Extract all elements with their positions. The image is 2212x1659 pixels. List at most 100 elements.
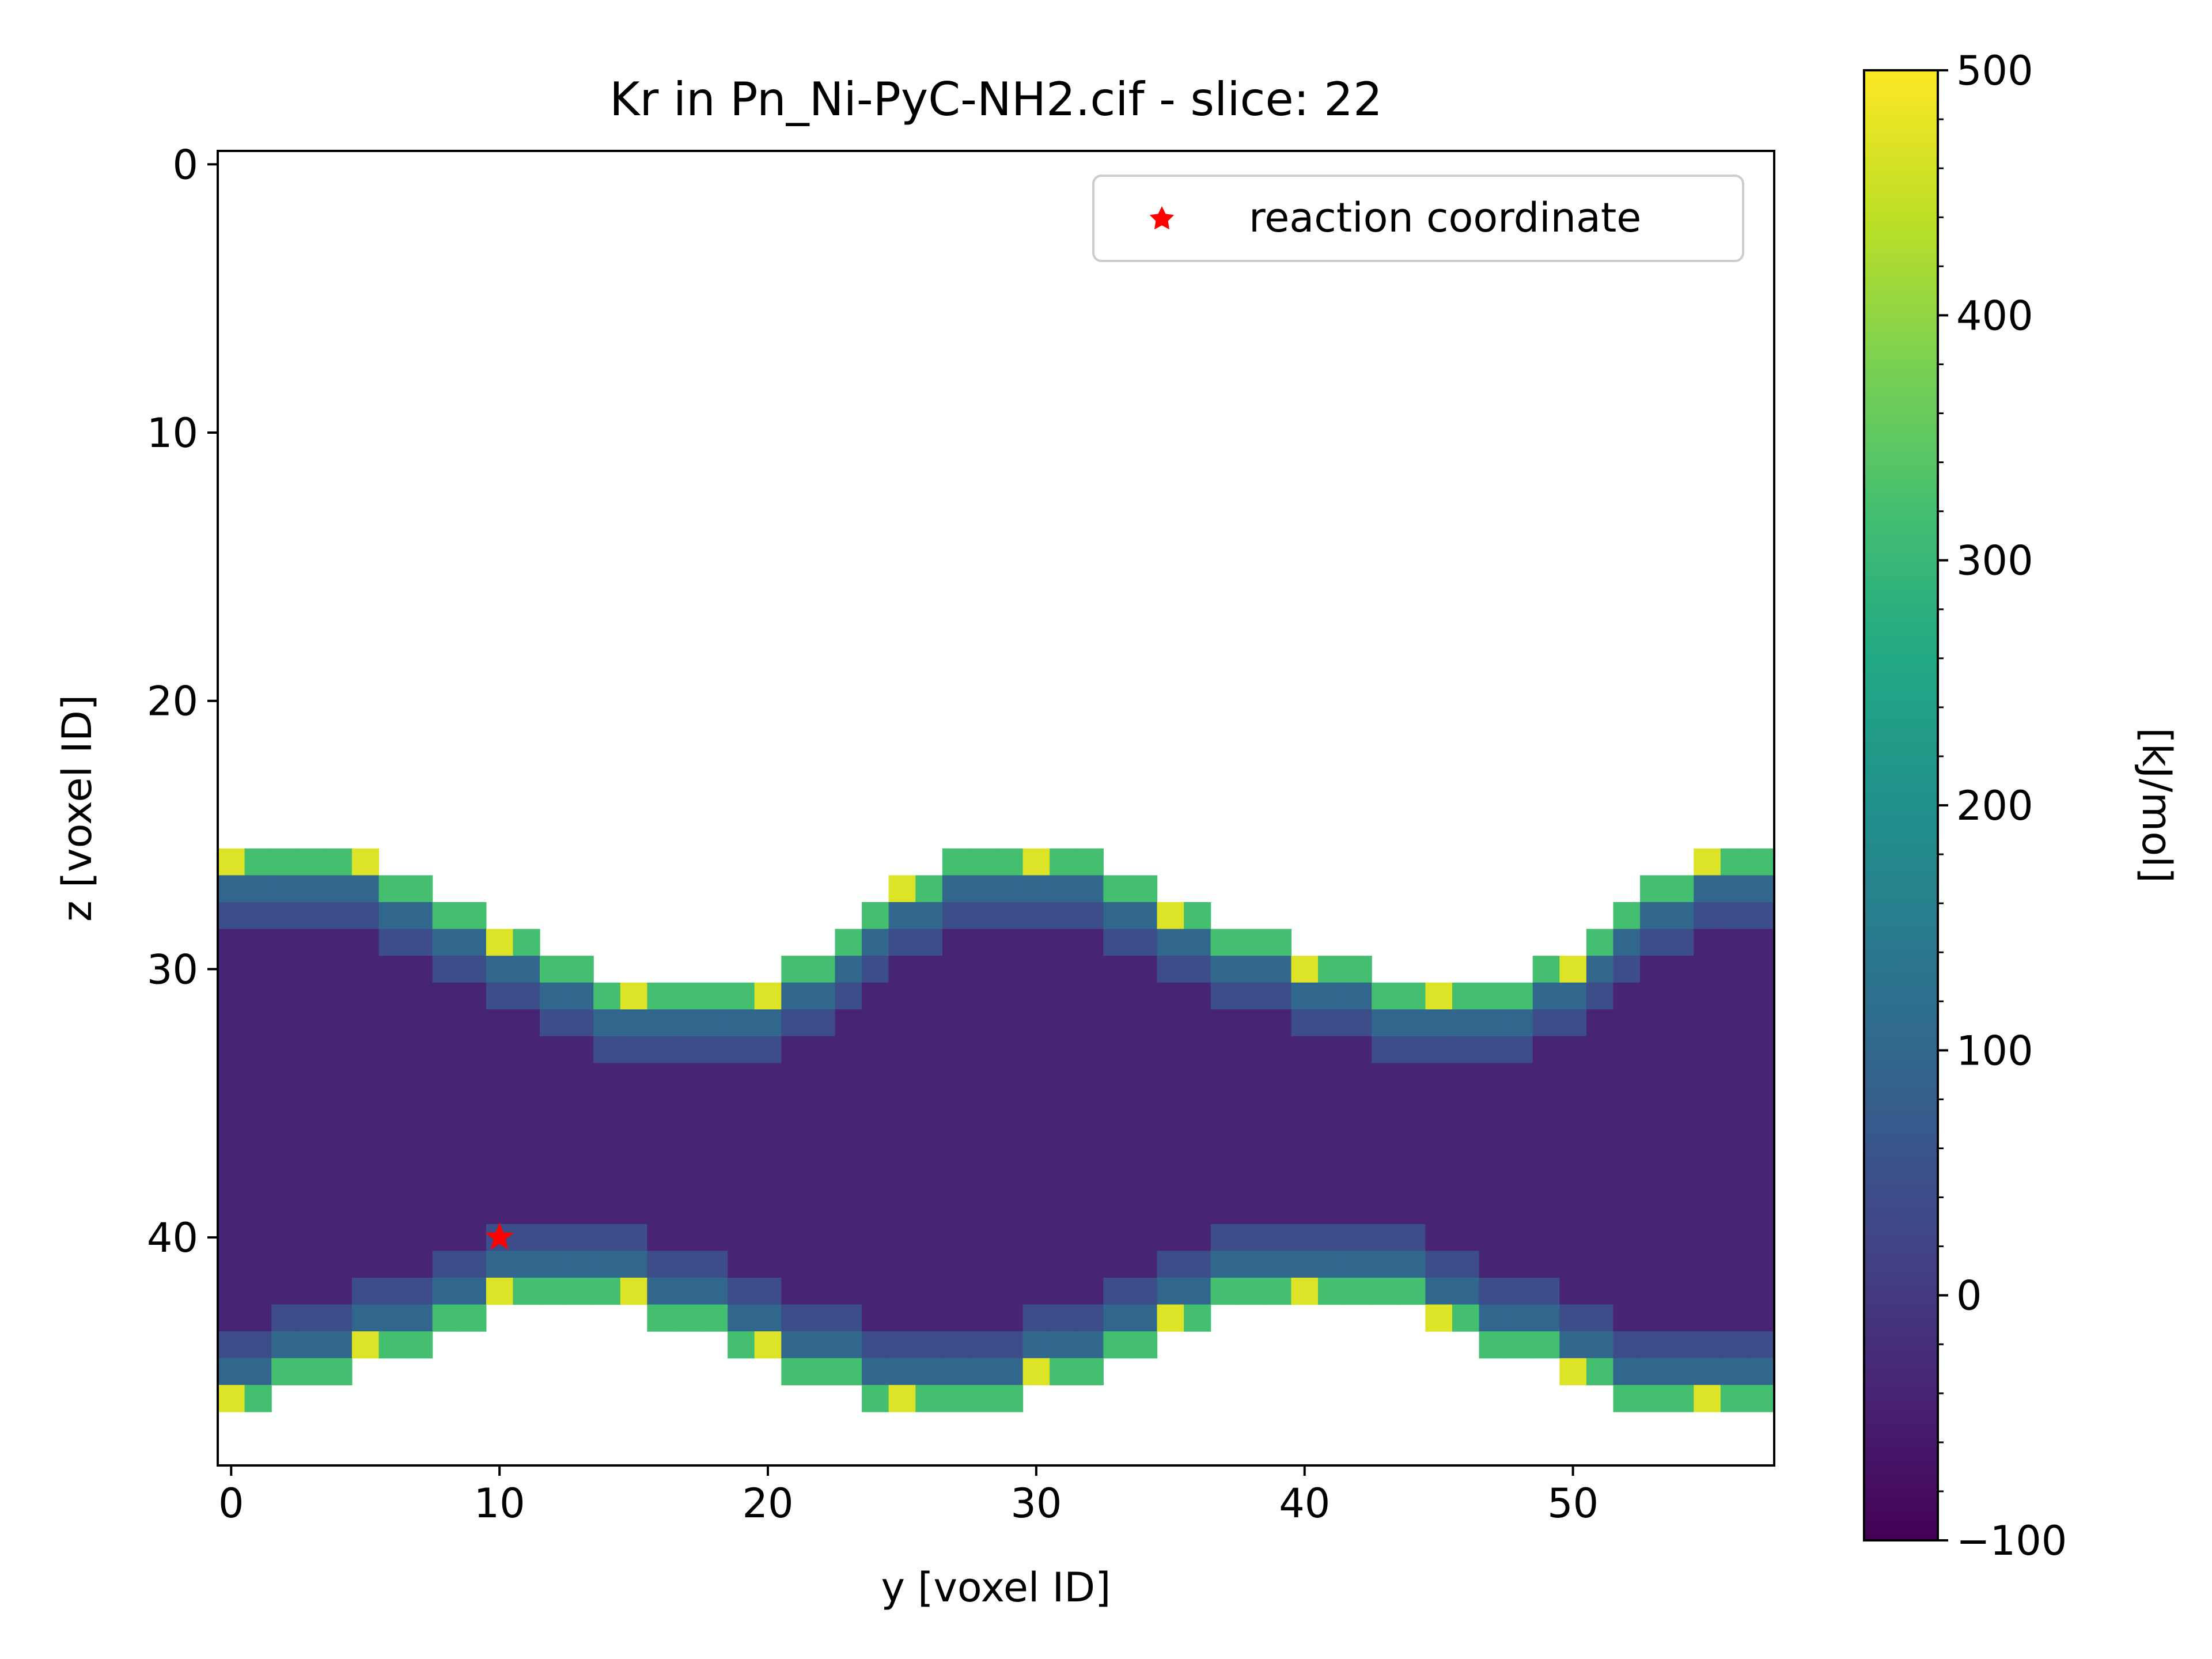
heatmap-cell <box>1640 1331 1668 1359</box>
heatmap-cell <box>1022 1036 1050 1064</box>
heatmap-cell <box>781 1116 809 1144</box>
heatmap-cell <box>1157 1036 1184 1064</box>
heatmap-cell <box>1264 1116 1292 1144</box>
heatmap-cell <box>1157 1063 1184 1090</box>
heatmap-cell <box>888 1251 916 1278</box>
heatmap-cell <box>540 1009 567 1037</box>
x-axis-label: y [voxel ID] <box>881 1564 1111 1611</box>
heatmap-cell <box>1184 1251 1211 1278</box>
heatmap-cell <box>298 902 325 930</box>
heatmap-cell <box>862 1224 889 1252</box>
heatmap-cell <box>1720 982 1748 1010</box>
heatmap-cell <box>244 1358 272 1385</box>
heatmap-cell <box>1666 1143 1694 1171</box>
heatmap-cell <box>271 1036 299 1064</box>
heatmap-cell <box>1022 1331 1050 1359</box>
heatmap-cell <box>566 1116 594 1144</box>
heatmap-cell <box>1720 1063 1748 1090</box>
heatmap-cell <box>1532 1331 1560 1359</box>
heatmap-cell <box>218 1170 245 1198</box>
heatmap-cell <box>862 1090 889 1118</box>
heatmap-cell <box>378 929 406 956</box>
heatmap-cell <box>1344 1251 1372 1278</box>
heatmap-cell <box>1210 1251 1238 1278</box>
heatmap-cell <box>1318 1009 1346 1037</box>
heatmap-cell <box>1613 929 1641 956</box>
heatmap-cell <box>1022 848 1050 876</box>
heatmap-cell <box>459 1304 487 1332</box>
heatmap-cell <box>1398 1251 1426 1278</box>
heatmap-cell <box>1613 1304 1641 1332</box>
colorbar-tick-label: 200 <box>1956 782 2033 830</box>
heatmap-cell <box>244 956 272 983</box>
heatmap-cell <box>1210 929 1238 956</box>
heatmap-cell <box>1372 1170 1399 1198</box>
heatmap-cell <box>351 1090 380 1118</box>
heatmap-cell <box>1076 1170 1104 1198</box>
heatmap-cell <box>566 1063 594 1090</box>
heatmap-cell <box>781 1331 809 1359</box>
heatmap-cell <box>378 1036 406 1064</box>
heatmap-cell <box>808 1224 836 1252</box>
heatmap-cell <box>647 982 675 1010</box>
heatmap-cell <box>1050 1304 1077 1332</box>
heatmap-cell <box>406 1090 433 1118</box>
heatmap-cell <box>432 1278 460 1305</box>
heatmap-cell <box>1237 1090 1265 1118</box>
heatmap-cell <box>1747 1385 1774 1412</box>
heatmap-cell <box>406 1278 433 1305</box>
heatmap-cell <box>1425 1224 1453 1252</box>
heatmap-cell <box>888 1224 916 1252</box>
heatmap-cell <box>1184 956 1211 983</box>
heatmap-cell <box>1130 1224 1158 1252</box>
heatmap-cell <box>1157 1278 1184 1305</box>
heatmap-cell <box>351 1009 380 1037</box>
heatmap-cell <box>244 1009 272 1037</box>
heatmap-cell <box>969 1278 997 1305</box>
heatmap-cell <box>459 1170 487 1198</box>
heatmap-cell <box>1398 1063 1426 1090</box>
heatmap-cell <box>1398 1036 1426 1064</box>
heatmap-cell <box>862 902 889 930</box>
heatmap-cell <box>1076 929 1104 956</box>
heatmap-cell <box>513 1278 540 1305</box>
heatmap-cell <box>996 848 1024 876</box>
heatmap-cell <box>593 1278 621 1305</box>
heatmap-cell <box>1479 1224 1506 1252</box>
heatmap-cell <box>244 1170 272 1198</box>
heatmap-cell <box>378 1197 406 1225</box>
heatmap-cell <box>1559 1143 1587 1171</box>
heatmap-cell <box>244 1116 272 1144</box>
heatmap-cell <box>1532 1224 1560 1252</box>
heatmap-cell <box>486 1090 514 1118</box>
heatmap-cell <box>244 1331 272 1359</box>
heatmap-cell <box>298 1278 325 1305</box>
heatmap-cell <box>1157 956 1184 983</box>
heatmap-cell <box>1613 982 1641 1010</box>
heatmap-cell <box>1398 1197 1426 1225</box>
heatmap-cell <box>1344 956 1372 983</box>
heatmap-cell <box>808 1251 836 1278</box>
heatmap-cell <box>566 1197 594 1225</box>
heatmap-cell <box>1157 1170 1184 1198</box>
heatmap-cell <box>1720 1090 1748 1118</box>
heatmap-cell <box>1747 982 1774 1010</box>
heatmap-cell <box>728 1170 755 1198</box>
heatmap-cell <box>1747 1331 1774 1359</box>
heatmap-cell <box>1237 1063 1265 1090</box>
heatmap-cell <box>754 1224 782 1252</box>
heatmap-cell <box>1022 956 1050 983</box>
heatmap-cell <box>808 1036 836 1064</box>
heatmap-cell <box>1479 1304 1506 1332</box>
heatmap-cell <box>1747 902 1774 930</box>
heatmap-cell <box>996 1385 1024 1412</box>
plot-frame <box>217 150 1775 1467</box>
heatmap-cell <box>1291 1090 1319 1118</box>
heatmap-cell <box>700 1251 728 1278</box>
heatmap-cell <box>218 1197 245 1225</box>
x-tick-label: 10 <box>474 1480 525 1527</box>
heatmap-cell <box>969 1224 997 1252</box>
heatmap-cell <box>1613 1063 1641 1090</box>
heatmap-cell <box>915 1116 943 1144</box>
heatmap-cell <box>673 1197 702 1225</box>
